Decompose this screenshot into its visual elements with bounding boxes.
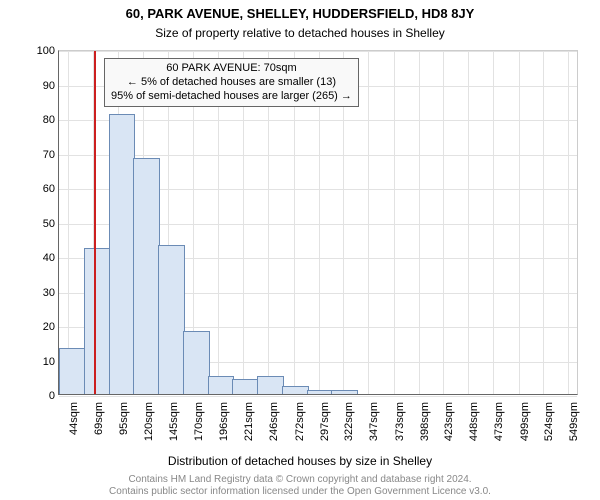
histogram-bar: [208, 376, 235, 394]
y-tick-label: 80: [43, 114, 59, 126]
x-tick-label: 69sqm: [93, 398, 105, 435]
y-tick-label: 40: [43, 252, 59, 264]
histogram-bar: [183, 331, 210, 394]
gridline-v: [468, 51, 469, 394]
y-tick-label: 30: [43, 287, 59, 299]
x-tick-label: 44sqm: [68, 398, 80, 435]
histogram-bar: [59, 348, 86, 394]
gridline-v: [443, 51, 444, 394]
plot-area: 010203040506070809010044sqm69sqm95sqm120…: [58, 50, 578, 395]
gridline-v: [493, 51, 494, 394]
annotation-line: 95% of semi-detached houses are larger (…: [111, 90, 352, 104]
gridline-v: [543, 51, 544, 394]
gridline-v: [68, 51, 69, 394]
x-tick-label: 347sqm: [368, 398, 380, 441]
y-tick-label: 50: [43, 218, 59, 230]
annotation-box: 60 PARK AVENUE: 70sqm← 5% of detached ho…: [104, 58, 359, 107]
x-tick-label: 423sqm: [443, 398, 455, 441]
chart-container: { "chart": { "type": "histogram", "title…: [0, 0, 600, 500]
x-tick-label: 170sqm: [193, 398, 205, 441]
x-tick-label: 549sqm: [568, 398, 580, 441]
x-tick-label: 373sqm: [394, 398, 406, 441]
x-tick-label: 145sqm: [168, 398, 180, 441]
gridline-v: [419, 51, 420, 394]
x-tick-label: 246sqm: [268, 398, 280, 441]
footer-line: Contains HM Land Registry data © Crown c…: [0, 474, 600, 486]
y-tick-label: 60: [43, 183, 59, 195]
x-tick-label: 448sqm: [468, 398, 480, 441]
x-tick-label: 297sqm: [319, 398, 331, 441]
x-tick-label: 524sqm: [543, 398, 555, 441]
x-tick-label: 221sqm: [243, 398, 255, 441]
y-tick-label: 90: [43, 80, 59, 92]
x-tick-label: 499sqm: [519, 398, 531, 441]
histogram-bar: [133, 158, 160, 394]
annotation-line: 60 PARK AVENUE: 70sqm: [111, 62, 352, 76]
histogram-bar: [307, 390, 334, 394]
x-tick-label: 473sqm: [493, 398, 505, 441]
chart-title: 60, PARK AVENUE, SHELLEY, HUDDERSFIELD, …: [0, 6, 600, 21]
y-tick-label: 70: [43, 149, 59, 161]
histogram-bar: [158, 245, 185, 394]
y-tick-label: 0: [49, 390, 59, 402]
x-tick-label: 272sqm: [294, 398, 306, 441]
x-tick-label: 95sqm: [118, 398, 130, 435]
gridline-h: [59, 396, 577, 397]
y-tick-label: 10: [43, 356, 59, 368]
y-tick-label: 20: [43, 321, 59, 333]
chart-subtitle: Size of property relative to detached ho…: [0, 26, 600, 40]
histogram-bar: [282, 386, 309, 394]
histogram-bar: [331, 390, 358, 394]
property-marker-line: [94, 51, 96, 394]
x-tick-label: 120sqm: [143, 398, 155, 441]
y-tick-label: 100: [37, 45, 59, 57]
x-axis-label: Distribution of detached houses by size …: [0, 454, 600, 468]
histogram-bar: [84, 248, 111, 394]
x-tick-label: 398sqm: [419, 398, 431, 441]
histogram-bar: [109, 114, 136, 394]
gridline-v: [394, 51, 395, 394]
gridline-v: [368, 51, 369, 394]
gridline-v: [568, 51, 569, 394]
gridline-v: [519, 51, 520, 394]
footer-line: Contains public sector information licen…: [0, 486, 600, 498]
histogram-bar: [257, 376, 284, 394]
annotation-line: ← 5% of detached houses are smaller (13): [111, 76, 352, 90]
histogram-bar: [232, 379, 259, 394]
x-tick-label: 322sqm: [343, 398, 355, 441]
chart-footer: Contains HM Land Registry data © Crown c…: [0, 474, 600, 498]
x-tick-label: 196sqm: [218, 398, 230, 441]
